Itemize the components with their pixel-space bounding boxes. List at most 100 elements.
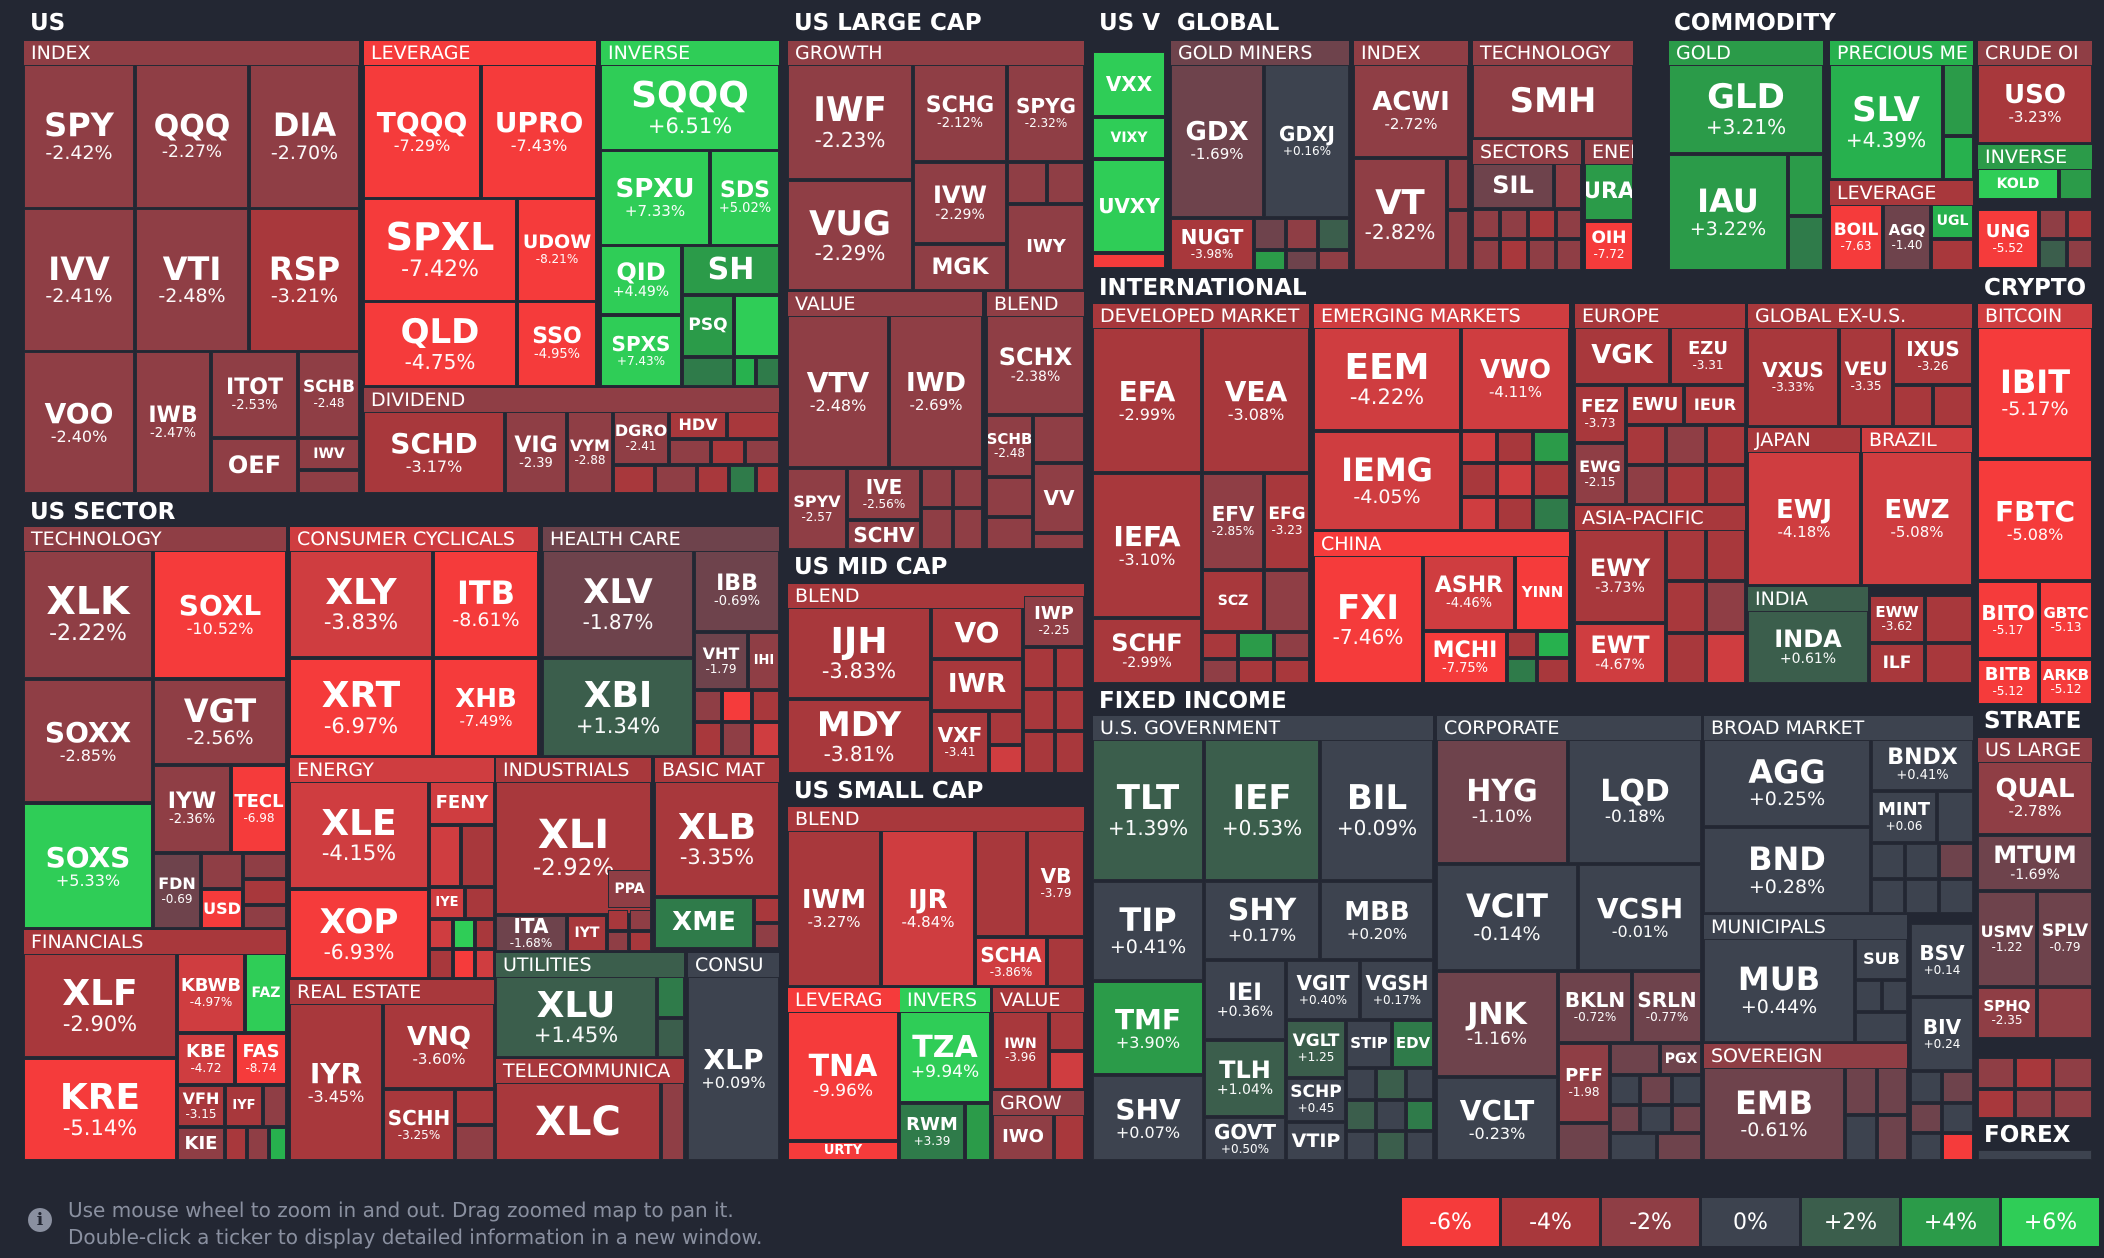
ticker-tile[interactable] xyxy=(662,1083,684,1160)
ticker-tile[interactable] xyxy=(1894,386,1932,426)
ticker-tile-oih[interactable]: OIH -7.72 xyxy=(1585,222,1633,270)
ticker-tile[interactable] xyxy=(1538,659,1569,683)
ticker-tile[interactable] xyxy=(698,466,728,493)
ticker-tile[interactable] xyxy=(1319,219,1349,249)
ticker-tile-mgk[interactable]: MGK xyxy=(914,245,1006,290)
ticker-tile[interactable] xyxy=(683,358,733,386)
ticker-tile[interactable] xyxy=(1529,210,1555,238)
ticker-tile-scz[interactable]: SCZ xyxy=(1203,571,1263,631)
ticker-tile[interactable] xyxy=(462,826,494,886)
ticker-tile[interactable] xyxy=(1203,633,1237,658)
ticker-tile[interactable] xyxy=(299,471,359,493)
ticker-tile[interactable] xyxy=(1498,432,1532,462)
ticker-tile-boil[interactable]: BOIL -7.63 xyxy=(1830,205,1882,270)
ticker-tile-sub[interactable]: SUB xyxy=(1856,939,1907,979)
ticker-tile-iyw[interactable]: IYW -2.36% xyxy=(154,766,230,852)
ticker-tile[interactable] xyxy=(1641,1106,1671,1132)
ticker-tile-tlt[interactable]: TLT +1.39% xyxy=(1093,740,1203,880)
ticker-tile-arkb[interactable]: ARKB -5.12 xyxy=(2040,660,2092,704)
ticker-tile-xlv[interactable]: XLV -1.87% xyxy=(543,551,693,657)
ticker-tile-xop[interactable]: XOP -6.93% xyxy=(290,890,428,978)
ticker-tile-lqd[interactable]: LQD -0.18% xyxy=(1569,740,1701,863)
ticker-tile[interactable] xyxy=(1846,1116,1876,1160)
ticker-tile-xrt[interactable]: XRT -6.97% xyxy=(290,659,432,756)
ticker-tile-ilf[interactable]: ILF xyxy=(1870,644,1924,683)
ticker-tile[interactable] xyxy=(1943,1072,1973,1102)
ticker-tile[interactable] xyxy=(244,880,286,904)
ticker-tile[interactable] xyxy=(608,932,628,951)
ticker-tile-oef[interactable]: OEF xyxy=(212,439,297,493)
ticker-tile-vt[interactable]: VT -2.82% xyxy=(1354,159,1446,270)
ticker-tile[interactable] xyxy=(1611,1106,1639,1132)
ticker-tile-soxl[interactable]: SOXL -10.52% xyxy=(154,551,286,678)
ticker-tile[interactable] xyxy=(695,691,721,721)
ticker-tile-sqqq[interactable]: SQQQ +6.51% xyxy=(601,65,779,150)
ticker-tile-kbwb[interactable]: KBWB -4.97% xyxy=(178,954,244,1032)
ticker-tile-vug[interactable]: VUG -2.29% xyxy=(788,181,912,290)
ticker-tile[interactable] xyxy=(1673,1076,1701,1104)
ticker-tile-govt[interactable]: GOVT +0.50% xyxy=(1205,1118,1285,1160)
ticker-tile[interactable] xyxy=(1239,660,1273,683)
ticker-tile[interactable] xyxy=(1448,211,1468,270)
ticker-tile[interactable] xyxy=(244,854,286,878)
ticker-tile-mbb[interactable]: MBB +0.20% xyxy=(1321,882,1433,959)
ticker-tile-fbtc[interactable]: FBTC -5.08% xyxy=(1978,460,2092,580)
ticker-tile-eem[interactable]: EEM -4.22% xyxy=(1314,328,1460,430)
ticker-tile-mtum[interactable]: MTUM -1.69% xyxy=(1978,836,2092,890)
ticker-tile[interactable] xyxy=(248,1128,268,1160)
ticker-tile-xbi[interactable]: XBI +1.34% xyxy=(543,659,693,756)
ticker-tile-pff[interactable]: PFF -1.98 xyxy=(1559,1044,1609,1122)
ticker-tile-ewu[interactable]: EWU xyxy=(1627,386,1683,424)
ticker-tile[interactable] xyxy=(1024,648,1054,688)
ticker-tile-ibit[interactable]: IBIT -5.17% xyxy=(1978,328,2092,458)
ticker-tile-efa[interactable]: EFA -2.99% xyxy=(1093,328,1201,472)
ticker-tile[interactable] xyxy=(1255,251,1285,270)
ticker-tile[interactable] xyxy=(1275,633,1309,658)
ticker-tile-xlf[interactable]: XLF -2.90% xyxy=(24,954,176,1057)
ticker-tile-tmf[interactable]: TMF +3.90% xyxy=(1093,982,1203,1074)
ticker-tile[interactable] xyxy=(1557,240,1581,270)
ticker-tile[interactable] xyxy=(476,950,494,978)
ticker-tile-fxi[interactable]: FXI -7.46% xyxy=(1314,556,1422,683)
ticker-tile[interactable] xyxy=(1287,251,1317,270)
ticker-tile[interactable] xyxy=(1024,732,1054,773)
ticker-tile-edv[interactable]: EDV xyxy=(1393,1021,1433,1067)
ticker-tile-shy[interactable]: SHY +0.17% xyxy=(1205,882,1319,959)
ticker-tile-tqqq[interactable]: TQQQ -7.29% xyxy=(364,65,480,198)
ticker-tile[interactable] xyxy=(1878,1068,1907,1114)
ticker-tile-gdxj[interactable]: GDXJ +0.16% xyxy=(1265,65,1349,217)
ticker-tile[interactable] xyxy=(954,469,982,507)
ticker-tile[interactable] xyxy=(1667,582,1705,632)
ticker-tile[interactable] xyxy=(1978,1058,2014,1088)
ticker-tile[interactable] xyxy=(1319,251,1349,270)
ticker-tile-usmv[interactable]: USMV -1.22 xyxy=(1978,892,2036,986)
ticker-tile-iyf[interactable]: IYF xyxy=(226,1086,262,1126)
ticker-tile[interactable] xyxy=(1911,1134,1941,1160)
ticker-tile-srln[interactable]: SRLN -0.77% xyxy=(1633,972,1701,1042)
ticker-tile-vym[interactable]: VYM -2.88 xyxy=(568,412,612,493)
ticker-tile-nugt[interactable]: NUGT -3.98% xyxy=(1171,219,1253,270)
ticker-tile[interactable] xyxy=(987,478,1032,516)
ticker-tile-vig[interactable]: VIG -2.39 xyxy=(506,412,566,493)
ticker-tile-uvxy[interactable]: UVXY xyxy=(1093,160,1165,252)
ticker-tile[interactable] xyxy=(244,906,286,928)
ticker-tile[interactable] xyxy=(1501,240,1527,270)
ticker-tile-dia[interactable]: DIA -2.70% xyxy=(250,65,359,208)
ticker-tile-sil[interactable]: SIL xyxy=(1473,164,1553,208)
ticker-tile[interactable] xyxy=(614,466,654,493)
ticker-tile[interactable] xyxy=(454,950,474,978)
ticker-tile[interactable] xyxy=(608,910,628,930)
ticker-tile[interactable] xyxy=(1641,1076,1671,1104)
ticker-tile[interactable] xyxy=(1934,386,1972,426)
ticker-tile[interactable] xyxy=(922,469,952,507)
ticker-tile-vtv[interactable]: VTV -2.48% xyxy=(788,316,888,467)
ticker-tile-bitb[interactable]: BITB -5.12 xyxy=(1978,660,2038,704)
ticker-tile-vclt[interactable]: VCLT -0.23% xyxy=(1437,1078,1557,1160)
ticker-tile-qld[interactable]: QLD -4.75% xyxy=(364,302,516,386)
ticker-tile-hyg[interactable]: HYG -1.10% xyxy=(1437,740,1567,863)
ticker-tile[interactable] xyxy=(1534,432,1569,462)
ticker-tile-itb[interactable]: ITB -8.61% xyxy=(434,551,538,657)
ticker-tile-tza[interactable]: TZA +9.94% xyxy=(900,1012,990,1102)
ticker-tile[interactable] xyxy=(1673,1106,1701,1132)
ticker-tile[interactable] xyxy=(1255,219,1285,249)
